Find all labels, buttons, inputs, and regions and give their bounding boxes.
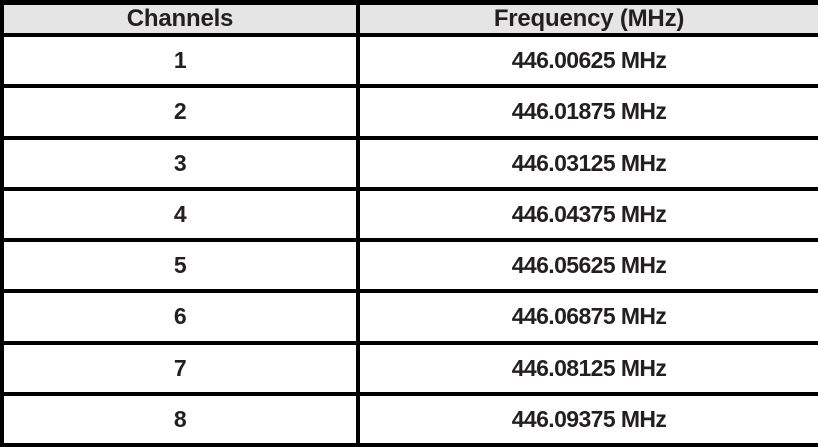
frequency-cell: 446.05625 MHz <box>356 237 818 294</box>
frequency-cell: 446.04375 MHz <box>356 186 818 243</box>
header-cell-channels: Channels <box>0 0 360 37</box>
table-row: 5 446.05625 MHz <box>0 237 818 294</box>
frequency-cell: 446.09375 MHz <box>356 391 818 447</box>
channel-cell: 8 <box>0 391 360 447</box>
channel-cell: 6 <box>0 289 360 345</box>
frequency-cell: 446.06875 MHz <box>356 289 818 345</box>
channel-cell: 1 <box>0 32 360 89</box>
channel-cell: 3 <box>0 135 360 191</box>
channel-cell: 4 <box>0 186 360 243</box>
channel-cell: 7 <box>0 340 360 396</box>
table-row: 1 446.00625 MHz <box>0 32 818 89</box>
table-row: 4 446.04375 MHz <box>0 186 818 243</box>
table-row: 6 446.06875 MHz <box>0 289 818 345</box>
table-row: 8 446.09375 MHz <box>0 391 818 447</box>
frequency-cell: 446.03125 MHz <box>356 135 818 191</box>
frequency-cell: 446.01875 MHz <box>356 84 818 140</box>
header-row: Channels Frequency (MHz) <box>0 0 818 37</box>
channel-cell: 5 <box>0 237 360 294</box>
header-cell-frequency: Frequency (MHz) <box>356 0 818 37</box>
table-row: 2 446.01875 MHz <box>0 84 818 140</box>
frequency-cell: 446.08125 MHz <box>356 340 818 396</box>
frequency-cell: 446.00625 MHz <box>356 32 818 89</box>
channel-cell: 2 <box>0 84 360 140</box>
table-row: 7 446.08125 MHz <box>0 340 818 396</box>
table-row: 3 446.03125 MHz <box>0 135 818 191</box>
